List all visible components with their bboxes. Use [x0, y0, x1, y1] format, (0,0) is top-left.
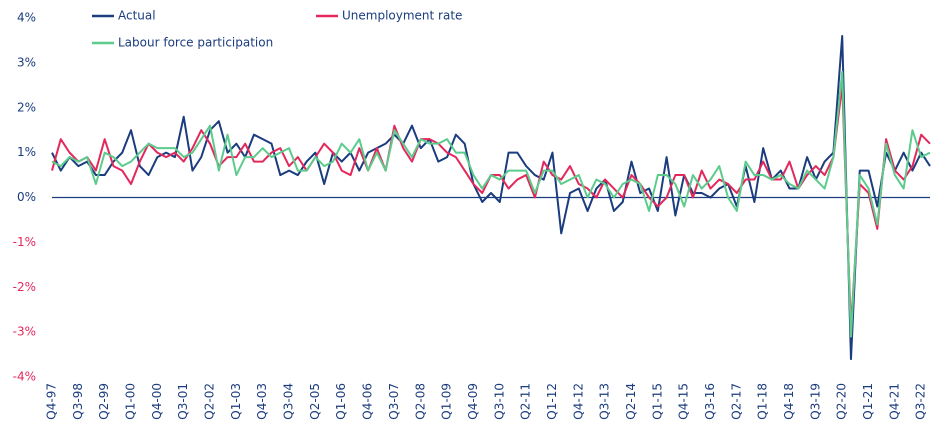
series-line: [51, 70, 931, 338]
x-tick-label: Q4-18: [782, 383, 796, 420]
x-tick-label: Q2-02: [203, 383, 217, 420]
x-tick-label: Q1-00: [124, 383, 138, 420]
y-tick-label: 0%: [17, 190, 36, 204]
y-tick-label: -2%: [13, 280, 36, 294]
y-tick-label: -4%: [13, 370, 36, 384]
x-tick-label: Q1-09: [440, 383, 454, 420]
x-tick-label: Q3-10: [492, 383, 506, 420]
x-tick-label: Q4-21: [887, 383, 901, 420]
x-tick-label: Q4-06: [361, 383, 375, 420]
x-tick-label: Q1-18: [756, 383, 770, 420]
x-tick-label: Q3-13: [598, 383, 612, 420]
y-tick-label: -3%: [13, 325, 36, 339]
y-tick-label: 1%: [17, 145, 36, 159]
x-tick-label: Q2-08: [413, 383, 427, 420]
x-tick-label: Q3-19: [808, 383, 822, 420]
y-tick-label: 2%: [17, 100, 36, 114]
x-tick-label: Q4-15: [677, 383, 691, 420]
x-tick-label: Q4-97: [45, 383, 59, 420]
x-tick-label: Q4-09: [466, 383, 480, 420]
x-tick-label: Q4-03: [255, 383, 269, 420]
x-tick-label: Q2-99: [97, 383, 111, 420]
x-tick-label: Q4-12: [571, 383, 585, 420]
legend-label: Labour force participation: [118, 36, 273, 50]
series-line: [51, 34, 931, 361]
x-tick-label: Q3-04: [282, 383, 296, 420]
y-tick-label: 3%: [17, 55, 36, 69]
x-tick-label: Q1-15: [650, 383, 664, 420]
legend-label: Actual: [118, 9, 156, 23]
x-tick-label: Q3-22: [914, 383, 928, 420]
x-tick-label: Q2-05: [308, 383, 322, 420]
y-tick-label: -1%: [13, 235, 36, 249]
x-tick-label: Q3-07: [387, 383, 401, 420]
x-tick-label: Q2-17: [729, 383, 743, 420]
x-tick-label: Q2-14: [624, 383, 638, 420]
x-tick-label: Q1-06: [334, 383, 348, 420]
x-tick-label: Q2-20: [835, 383, 849, 420]
x-tick-label: Q3-01: [176, 383, 190, 420]
x-tick-label: Q1-03: [229, 383, 243, 420]
y-tick-label: 4%: [17, 11, 36, 25]
x-tick-label: Q3-98: [71, 383, 85, 420]
x-tick-label: Q3-16: [703, 383, 717, 420]
x-tick-label: Q4-00: [150, 383, 164, 420]
x-tick-label: Q1-21: [861, 383, 875, 420]
legend-label: Unemployment rate: [342, 9, 462, 23]
x-tick-label: Q1-12: [545, 383, 559, 420]
x-tick-label: Q2-11: [519, 383, 533, 420]
